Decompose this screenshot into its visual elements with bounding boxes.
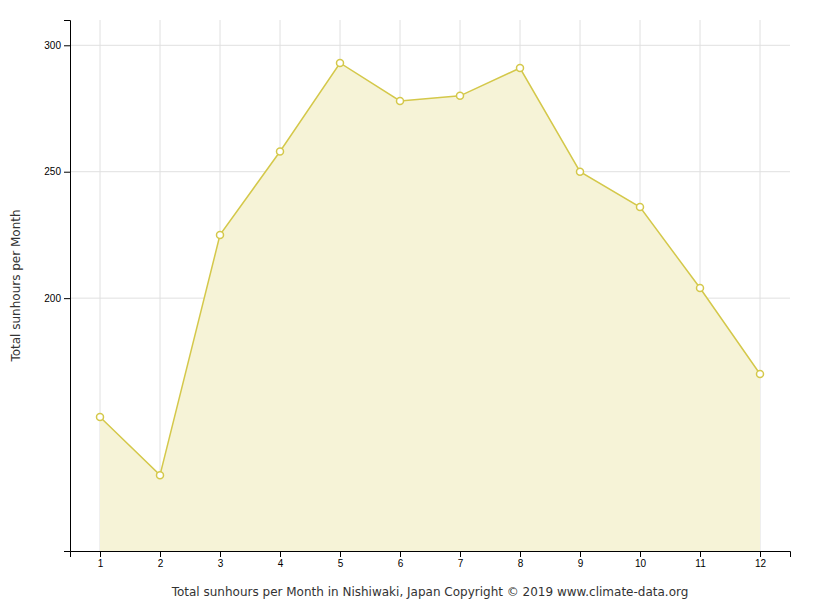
x-tick: 1 [98,551,104,569]
x-tick-label: 10 [635,558,647,569]
x-tick-mark [100,551,101,557]
y-axis-line [64,21,71,552]
point [517,65,524,72]
point [577,168,584,175]
y-tick-label: 250 [44,166,61,177]
point [157,472,164,479]
x-tick-mark [580,551,581,557]
line [100,63,760,475]
x-tick: 2 [158,551,164,569]
y-tick-label: 200 [44,293,61,304]
x-tick-label: 2 [158,558,164,569]
x-tick-mark [160,551,161,557]
point [217,231,224,238]
x-tick-label: 9 [578,558,584,569]
x-axis-line [71,552,791,558]
chart: 123456789101112200250300Total sunhours p… [0,0,815,611]
x-tick: 8 [518,551,524,569]
y-tick: 250 [44,166,70,177]
x-tick-label: 7 [458,558,464,569]
x-tick: 9 [578,551,584,569]
point [697,285,704,292]
x-tick-mark [460,551,461,557]
x-tick: 6 [398,551,404,569]
x-tick-label: 5 [338,558,344,569]
x-axis-title: Total sunhours per Month in Nishiwaki, J… [171,585,689,599]
x-tick: 10 [635,551,647,569]
y-tick-mark [64,172,70,173]
y-tick-mark [64,45,70,46]
y-tick-mark [64,298,70,299]
grid-line-y [70,45,790,46]
marks [97,59,764,551]
plot: 123456789101112200250300 [44,20,790,569]
x-tick-label: 4 [278,558,284,569]
point [277,148,284,155]
y-axis: 200 250 300 [44,21,70,552]
point [637,204,644,211]
x-tick-label: 8 [518,558,524,569]
point [397,97,404,104]
x-tick: 11 [695,551,706,569]
x-tick: 4 [278,551,284,569]
point [757,371,764,378]
x-tick-label: 11 [695,558,706,569]
y-tick-label: 300 [44,40,61,51]
grid [70,20,790,551]
x-tick-mark [520,551,521,557]
x-tick: 7 [458,551,464,569]
x-tick-mark [400,551,401,557]
x-tick-mark [700,551,701,557]
x-tick-mark [280,551,281,557]
y-axis-title: Total sunhours per Month [9,209,23,362]
x-tick: 5 [338,551,344,569]
x-tick-label: 12 [755,558,767,569]
area [100,63,760,551]
y-tick: 200 [44,293,70,304]
x-tick-mark [640,551,641,557]
x-tick-label: 3 [218,558,224,569]
x-tick-label: 6 [398,558,404,569]
point [337,59,344,66]
x-tick: 12 [755,551,767,569]
x-tick-mark [760,551,761,557]
x-tick-mark [220,551,221,557]
x-axis: 123456789101112 [71,551,791,569]
x-tick: 3 [218,551,224,569]
point [457,92,464,99]
x-tick-mark [340,551,341,557]
point [97,413,104,420]
x-tick-label: 1 [98,558,104,569]
y-tick: 300 [44,40,70,51]
